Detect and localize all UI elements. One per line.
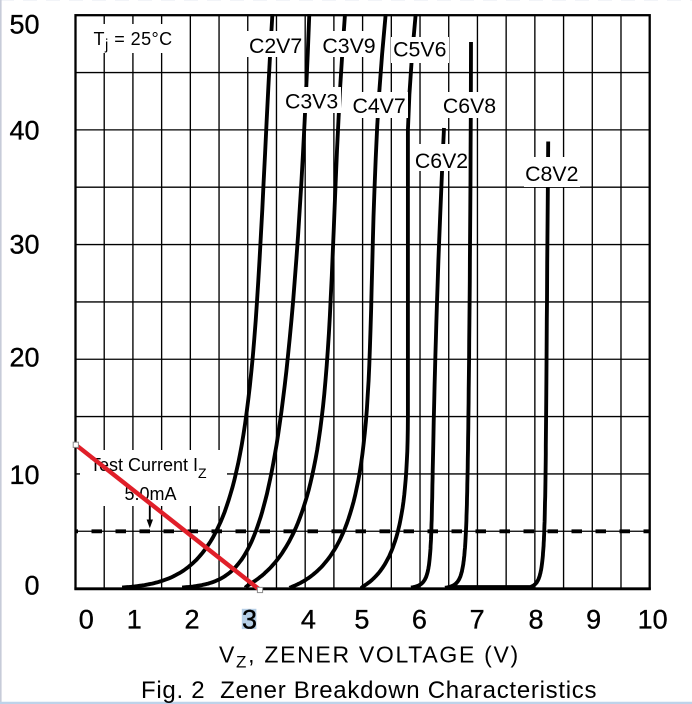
svg-text:7: 7: [470, 605, 485, 635]
svg-text:0: 0: [79, 605, 94, 635]
svg-text:40: 40: [9, 116, 39, 146]
svg-text:50: 50: [9, 10, 39, 40]
svg-text:5.0mA: 5.0mA: [125, 484, 177, 504]
svg-text:Fig. 2 Zener Breakdown Charac: Fig. 2 Zener Breakdown Characteristics: [141, 677, 597, 704]
svg-text:3: 3: [242, 605, 257, 635]
svg-text:C4V7: C4V7: [352, 94, 405, 118]
svg-text:C2V7: C2V7: [249, 34, 302, 58]
svg-text:5: 5: [354, 605, 369, 635]
svg-text:9: 9: [586, 605, 601, 635]
svg-text:C3V3: C3V3: [285, 89, 338, 113]
svg-text:C6V8: C6V8: [443, 94, 496, 118]
svg-text:10: 10: [9, 460, 39, 490]
svg-text:C6V2: C6V2: [415, 149, 468, 173]
svg-text:30: 30: [9, 230, 39, 260]
svg-text:0: 0: [24, 570, 39, 600]
svg-text:C5V6: C5V6: [393, 38, 446, 62]
svg-text:VZ, ZENER VOLTAGE (V): VZ, ZENER VOLTAGE (V): [219, 641, 520, 671]
svg-text:2: 2: [184, 605, 199, 635]
svg-text:C8V2: C8V2: [525, 162, 578, 186]
svg-text:8: 8: [528, 605, 543, 635]
svg-text:20: 20: [9, 343, 39, 373]
svg-text:6: 6: [412, 605, 427, 635]
svg-text:1: 1: [127, 605, 142, 635]
svg-text:4: 4: [301, 605, 316, 635]
svg-text:C3V9: C3V9: [322, 34, 375, 58]
svg-text:10: 10: [638, 605, 668, 635]
